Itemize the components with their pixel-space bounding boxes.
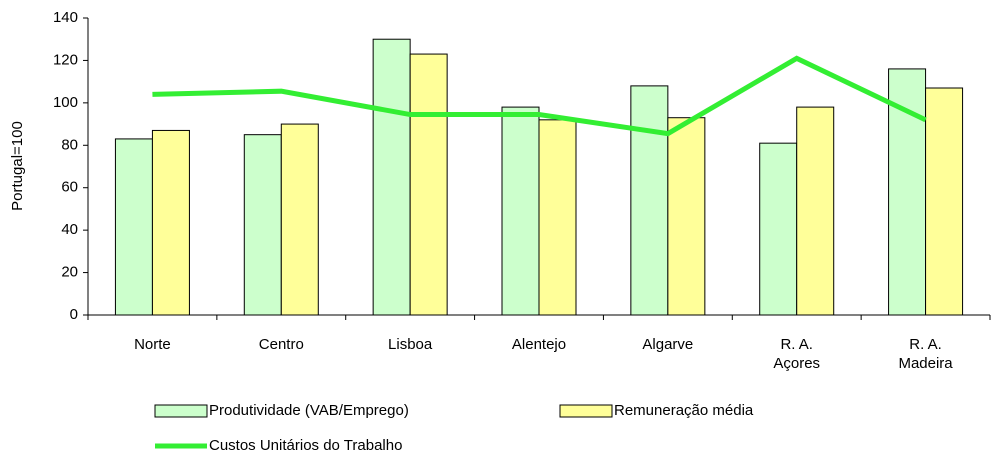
bar [372, 38, 411, 316]
x-tick-label: Alentejo [511, 336, 567, 353]
bar [538, 119, 577, 316]
x-tick-label: R. A. Madeira [898, 336, 953, 372]
y-tick-label: 140 [53, 9, 78, 26]
bar [630, 85, 669, 316]
bar [925, 87, 964, 316]
y-axis-label: Portugal=100 [9, 121, 26, 211]
x-tick-label: R. A. Açores [773, 336, 821, 372]
y-tick-label: 40 [61, 221, 78, 238]
bar [151, 129, 190, 316]
legend-label: Produtividade (VAB/Emprego) [209, 402, 409, 419]
bar [759, 142, 798, 316]
y-tick-label: 0 [70, 306, 78, 323]
legend-label: Custos Unitários do Trabalho [209, 437, 402, 454]
line [152, 55, 927, 137]
bar [796, 106, 835, 316]
bar [409, 53, 448, 316]
legend-label: Remuneração média [614, 402, 754, 419]
legend-swatch [154, 404, 208, 418]
bar [501, 106, 540, 316]
bar [243, 134, 282, 316]
y-tick-label: 60 [61, 179, 78, 196]
x-tick-label: Norte [134, 336, 171, 353]
x-tick-label: Algarve [642, 336, 694, 353]
x-tick-label: Lisboa [388, 336, 433, 353]
legend-swatch [559, 404, 613, 418]
y-tick-label: 20 [61, 264, 78, 281]
y-tick-label: 120 [53, 51, 78, 68]
y-tick-label: 80 [61, 136, 78, 153]
bar [280, 123, 319, 316]
y-tick-label: 100 [53, 94, 78, 111]
bar [667, 117, 706, 316]
bar [114, 138, 153, 316]
x-tick-label: Centro [258, 336, 304, 353]
